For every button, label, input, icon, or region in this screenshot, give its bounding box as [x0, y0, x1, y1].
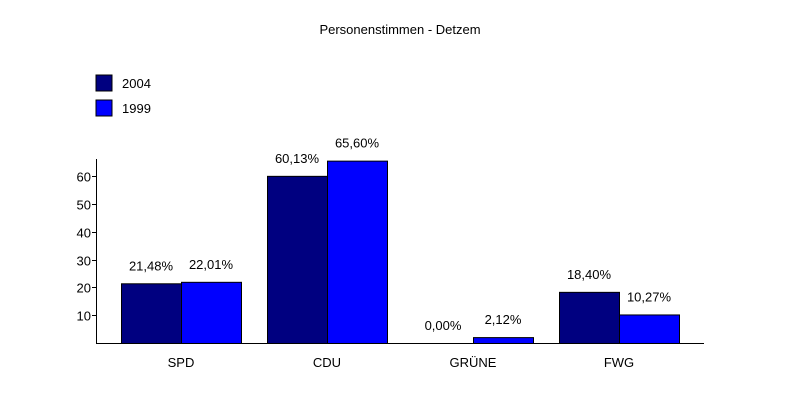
- data-label-CDU-1999: 65,60%: [335, 136, 380, 151]
- legend-label-1999: 1999: [122, 101, 151, 116]
- axes: 10 20 30 40 50 60: [77, 159, 704, 344]
- data-label-GRÜNE-1999: 2,12%: [485, 312, 522, 327]
- data-label-CDU-2004: 60,13%: [275, 151, 320, 166]
- y-tick-label-20: 20: [77, 281, 91, 296]
- bar-FWG-1999: [619, 314, 680, 345]
- bar-SPD-1999: [181, 281, 242, 344]
- data-label-GRÜNE-2004: 0,00%: [425, 318, 462, 333]
- x-tick-label-SPD: SPD: [168, 355, 195, 370]
- data-label-FWG-1999: 10,27%: [627, 289, 672, 304]
- x-tick-label-FWG: FWG: [604, 355, 634, 370]
- data-label-SPD-2004: 21,48%: [129, 258, 174, 273]
- x-tick-label-CDU: CDU: [313, 355, 341, 370]
- legend-swatch-2004: [95, 74, 113, 92]
- bar-CDU-1999: [327, 160, 388, 344]
- bar-FWG-2004: [559, 291, 620, 344]
- legend-label-2004: 2004: [122, 76, 151, 91]
- bars: 21,48% 22,01% SPD 60,13% 65,60% CDU 0,00% 2,12%…: [121, 136, 680, 370]
- y-tick-label-50: 50: [77, 198, 91, 213]
- legend: 2004 1999: [95, 74, 151, 117]
- bar-GRÜNE-1999: [473, 337, 534, 345]
- bar-CDU-2004: [267, 175, 328, 344]
- legend-swatch-1999: [95, 99, 113, 117]
- chart-title: Personenstimmen - Detzem: [319, 22, 480, 37]
- y-tick-label-40: 40: [77, 226, 91, 241]
- data-label-SPD-1999: 22,01%: [189, 257, 234, 272]
- y-tick-label-30: 30: [77, 254, 91, 269]
- data-label-FWG-2004: 18,40%: [567, 267, 612, 282]
- x-tick-label-GRÜNE: GRÜNE: [450, 355, 497, 370]
- y-tick-label-60: 60: [77, 170, 91, 185]
- y-tick-label-10: 10: [77, 309, 91, 324]
- bar-SPD-2004: [121, 283, 182, 345]
